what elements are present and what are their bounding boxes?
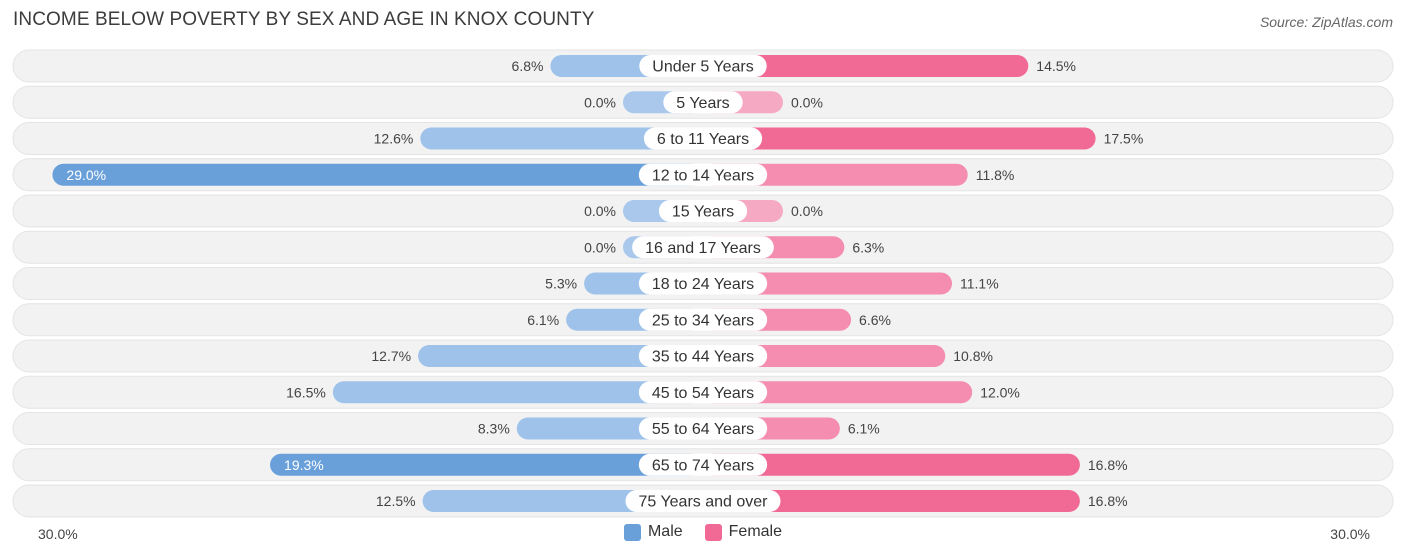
category-label: 12 to 14 Years <box>652 167 754 184</box>
female-value-label: 16.8% <box>1088 493 1128 509</box>
male-bar[interactable] <box>52 163 703 186</box>
category-label: 25 to 34 Years <box>652 312 754 329</box>
category-pill <box>643 127 763 150</box>
female-value-label: 14.5% <box>1036 58 1076 74</box>
male-value-label: 0.0% <box>584 203 616 219</box>
source-credit: Source: ZipAtlas.com <box>1259 14 1393 30</box>
female-value-label: 16.8% <box>1088 457 1128 473</box>
category-label: 75 Years and over <box>639 494 769 511</box>
legend-item-female[interactable]: Female <box>704 523 783 541</box>
female-bar[interactable] <box>703 55 1029 77</box>
category-pill <box>638 308 768 331</box>
male-value-label: 29.0% <box>66 167 106 183</box>
male-value-label: 5.3% <box>545 276 577 292</box>
male-value-label: 12.7% <box>371 348 411 364</box>
category-label: 35 to 44 Years <box>652 349 754 366</box>
female-bar[interactable] <box>703 163 968 186</box>
category-pill <box>638 453 768 476</box>
male-bar[interactable] <box>270 453 703 476</box>
female-value-label: 10.8% <box>953 348 993 364</box>
male-value-label: 6.8% <box>512 58 544 74</box>
female-value-label: 6.1% <box>848 421 880 437</box>
male-value-label: 12.6% <box>374 131 414 147</box>
category-pill <box>632 236 774 259</box>
female-value-label: 17.5% <box>1104 131 1144 147</box>
male-bar[interactable] <box>418 345 703 367</box>
male-bar[interactable] <box>420 127 703 150</box>
legend: Male Female <box>0 523 1406 541</box>
female-value-label: 11.1% <box>960 276 999 292</box>
category-label: Under 5 Years <box>652 59 753 76</box>
male-value-label: 8.3% <box>478 421 510 437</box>
male-bar[interactable] <box>332 381 703 404</box>
female-value-label: 6.3% <box>852 239 884 255</box>
female-value-label: 0.0% <box>791 203 823 219</box>
axis-left-label: 30.0% <box>38 526 78 542</box>
male-value-label: 0.0% <box>584 239 616 255</box>
category-label: 18 to 24 Years <box>652 276 754 293</box>
category-pill <box>638 345 768 367</box>
category-label: 6 to 11 Years <box>657 131 749 148</box>
category-label: 65 to 74 Years <box>652 457 754 474</box>
category-label: 55 to 64 Years <box>652 421 754 438</box>
male-value-label: 6.1% <box>527 312 559 328</box>
female-bar[interactable] <box>703 381 973 404</box>
category-pill <box>639 55 767 77</box>
male-value-label: 0.0% <box>584 94 616 110</box>
category-pill <box>625 490 781 512</box>
chart-title: INCOME BELOW POVERTY BY SEX AND AGE IN K… <box>13 9 595 30</box>
female-value-label: 6.6% <box>859 312 891 328</box>
male-value-label: 19.3% <box>284 457 324 473</box>
legend-swatch-male <box>623 523 641 541</box>
category-label: 15 Years <box>672 204 734 221</box>
category-pill <box>638 417 768 440</box>
female-value-label: 0.0% <box>791 94 823 110</box>
category-pill <box>638 381 768 404</box>
poverty-chart: 6.8% 14.5% Under 5 Years 0.0% 0.0% 5 Years 12.… <box>12 49 1394 518</box>
category-pill <box>638 163 768 186</box>
category-pill <box>658 200 748 222</box>
male-value-label: 16.5% <box>286 384 326 400</box>
female-bar[interactable] <box>703 453 1080 476</box>
legend-item-male[interactable]: Male <box>623 523 683 541</box>
legend-label-male: Male <box>647 523 683 540</box>
category-label: 5 Years <box>676 95 729 112</box>
legend-swatch-female <box>704 523 722 541</box>
female-value-label: 12.0% <box>980 384 1020 400</box>
category-label: 45 to 54 Years <box>652 385 754 402</box>
female-bar[interactable] <box>703 127 1096 150</box>
category-pill <box>638 272 768 295</box>
category-label: 16 and 17 Years <box>645 240 761 257</box>
female-value-label: 11.8% <box>976 167 1015 183</box>
axis-right-label: 30.0% <box>1330 526 1370 542</box>
male-value-label: 12.5% <box>376 493 416 509</box>
female-bar[interactable] <box>703 490 1080 512</box>
legend-label-female: Female <box>728 523 783 540</box>
category-pill <box>663 91 743 114</box>
